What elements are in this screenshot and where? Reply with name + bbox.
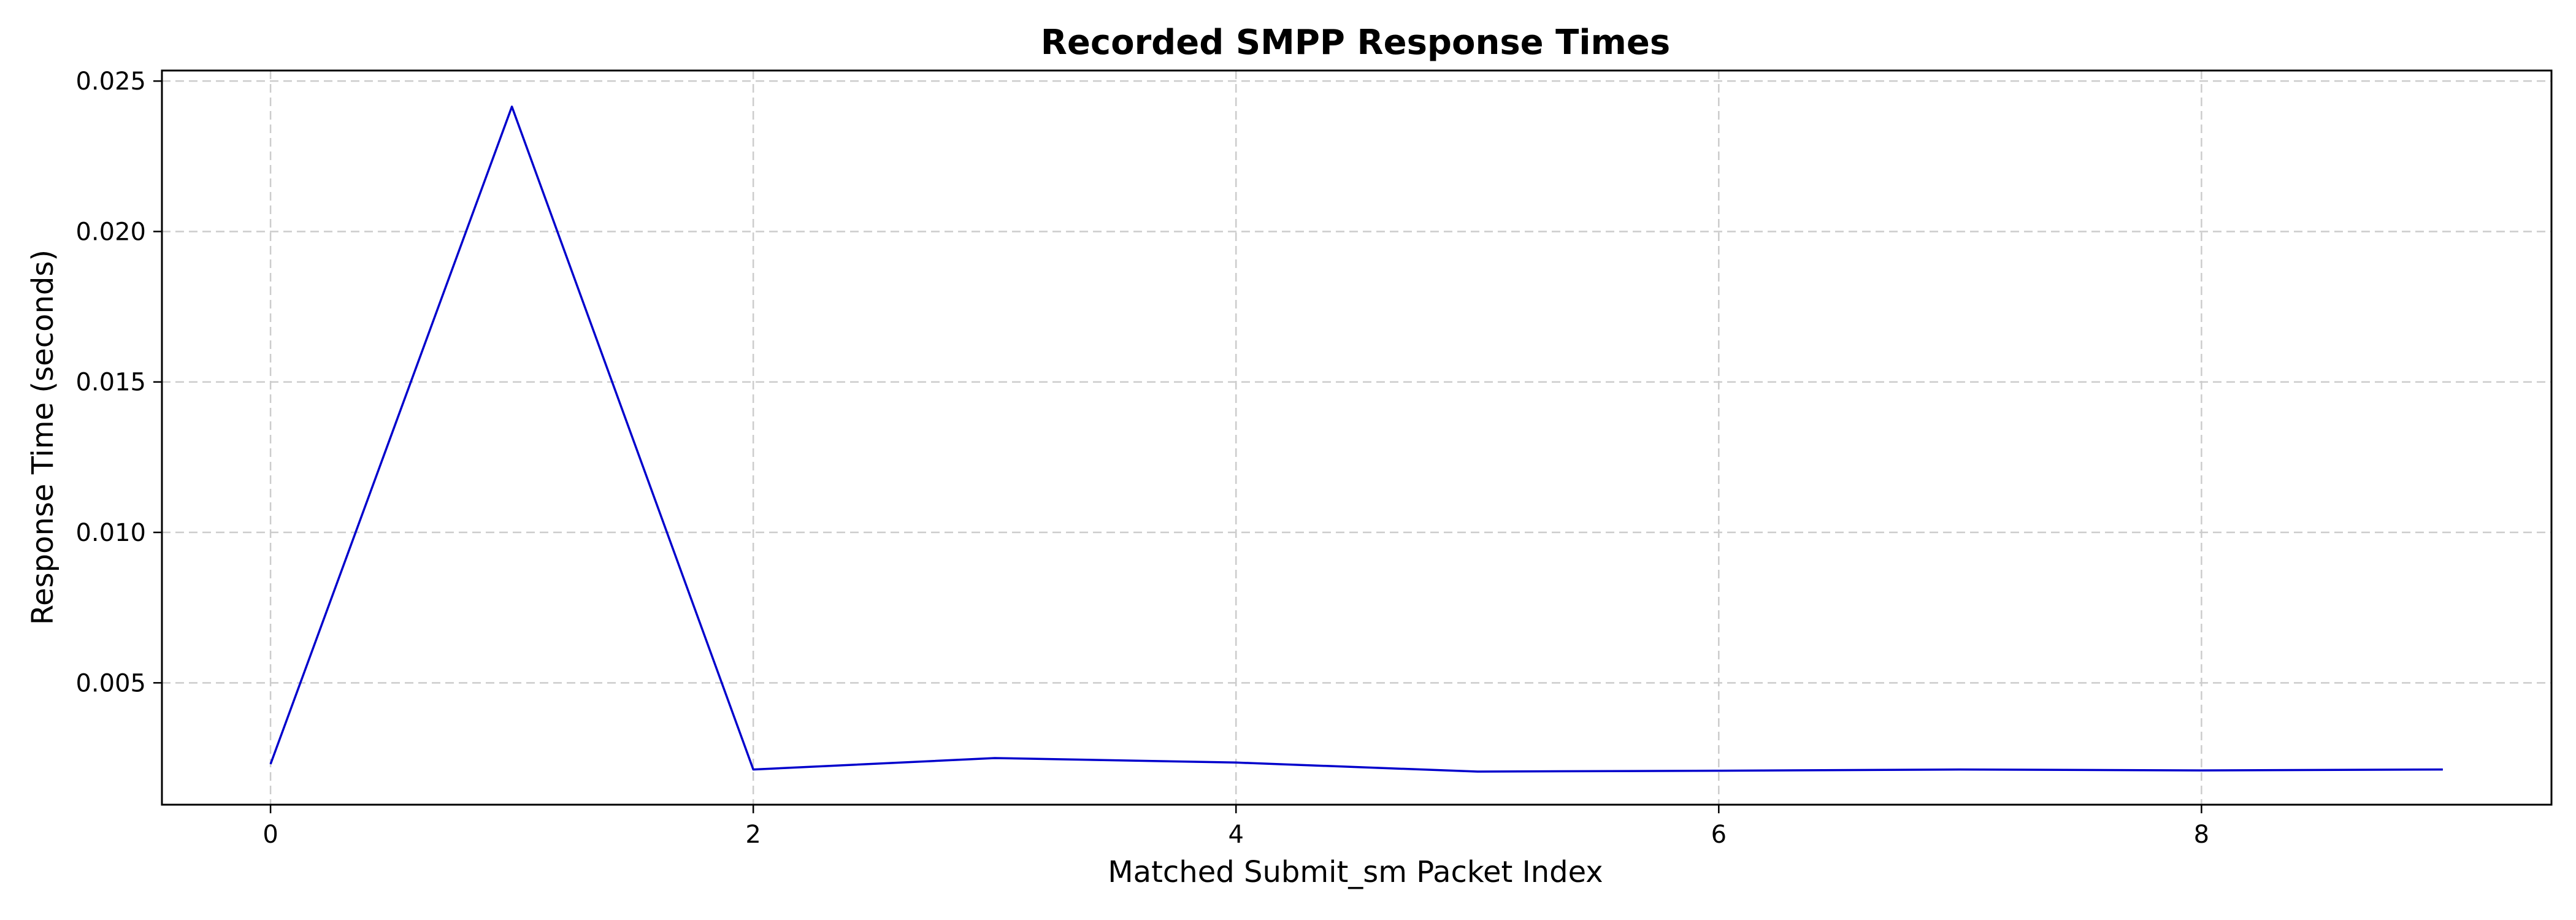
y-axis-label: Response Time (seconds): [26, 250, 60, 625]
x-tick-label: 2: [745, 821, 761, 849]
y-tick-label: 0.010: [75, 519, 146, 547]
y-tick-label: 0.005: [75, 669, 146, 697]
series-line: [269, 105, 2443, 773]
y-tick-label: 0.020: [75, 218, 146, 246]
x-tick-label: 6: [1711, 821, 1727, 849]
y-tick-label: 0.025: [75, 67, 146, 96]
grid-layer: [162, 71, 2551, 805]
series-layer: [269, 105, 2443, 773]
plot-frame: [161, 69, 2553, 806]
x-axis-label: Matched Submit_sm Packet Index: [1108, 855, 1603, 889]
x-tick-label: 8: [2194, 821, 2209, 849]
x-tick-label: 4: [1229, 821, 1244, 849]
x-tick-label: 0: [263, 821, 278, 849]
y-tick-label: 0.015: [75, 369, 146, 397]
chart-title: Recorded SMPP Response Times: [1041, 23, 1670, 63]
tick-layer: 0 2 4 6 8 0.005 0.010 0.015 0.020 0.025: [75, 67, 2209, 849]
